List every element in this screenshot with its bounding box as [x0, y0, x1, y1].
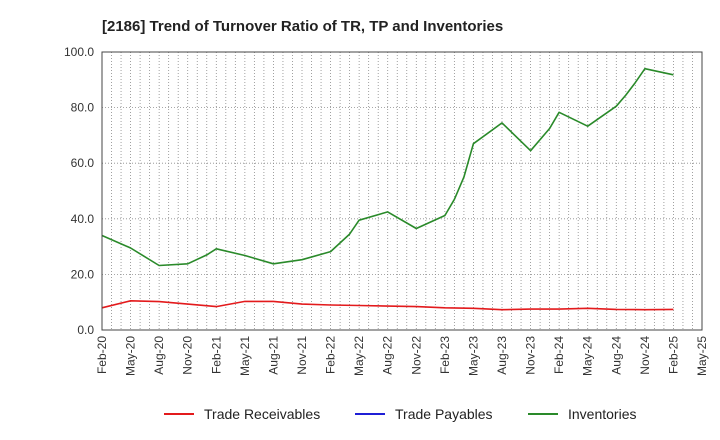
- x-tick-label: Aug-20: [152, 336, 166, 375]
- x-tick-label: Aug-21: [266, 336, 280, 375]
- x-tick-label: Nov-21: [295, 336, 309, 375]
- series-lines: [101, 67, 674, 311]
- series-line-3: [101, 67, 674, 267]
- x-tick-label: May-24: [581, 336, 595, 376]
- x-tick-label: May-20: [124, 336, 138, 376]
- x-tick-label: Nov-23: [524, 336, 538, 375]
- x-tick-label: Feb-24: [552, 336, 566, 374]
- y-tick-label: 60.0: [71, 156, 95, 170]
- x-tick-label: Aug-24: [609, 336, 623, 375]
- x-tick-label: May-23: [466, 336, 480, 376]
- x-tick-label: Feb-25: [666, 336, 680, 374]
- legend: Trade Receivables Trade Payables Inventori…: [164, 406, 636, 422]
- grid-lines: [102, 52, 702, 330]
- x-tick-label: May-25: [695, 336, 709, 376]
- y-tick-label: 100.0: [64, 45, 94, 59]
- legend-label: Inventories: [568, 406, 636, 422]
- legend-label: Trade Receivables: [204, 406, 320, 422]
- series-line-1: [101, 299, 674, 311]
- legend-label: Trade Payables: [395, 406, 493, 422]
- x-tick-label: Aug-23: [495, 336, 509, 375]
- x-tick-label: Nov-22: [409, 336, 423, 375]
- x-tick-label: Feb-21: [209, 336, 223, 374]
- x-tick-label: Aug-22: [381, 336, 395, 375]
- x-tick-label: Feb-20: [95, 336, 109, 374]
- x-tick-label: Nov-20: [181, 336, 195, 375]
- chart-title: [2186] Trend of Turnover Ratio of TR, TP…: [102, 18, 503, 35]
- x-tick-label: May-21: [238, 336, 252, 376]
- plot-frame: [101, 51, 703, 331]
- y-tick-label: 40.0: [71, 212, 95, 226]
- x-tick-label: Feb-23: [438, 336, 452, 374]
- y-tick-label: 0.0: [77, 323, 94, 337]
- y-tick-label: 20.0: [71, 267, 95, 281]
- x-tick-label: Feb-22: [324, 336, 338, 374]
- x-tick-label: Nov-24: [638, 336, 652, 375]
- axis-ticks: 0.0 20.0 40.0 60.0 80.0 100.0 Feb-20 May-20 Aug-…: [64, 45, 709, 376]
- x-tick-label: May-22: [352, 336, 366, 376]
- y-tick-label: 80.0: [71, 101, 95, 115]
